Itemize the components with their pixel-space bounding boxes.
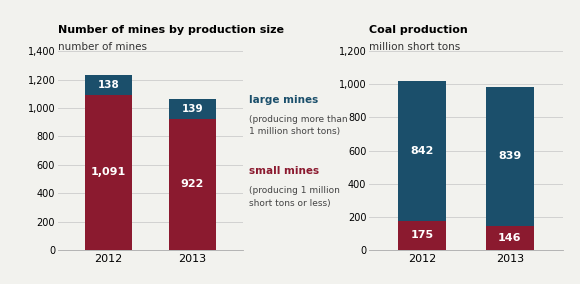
Text: 839: 839 bbox=[498, 151, 521, 161]
Text: 139: 139 bbox=[182, 104, 204, 114]
Bar bbox=[485, 226, 534, 250]
Text: number of mines: number of mines bbox=[58, 42, 147, 52]
Text: Number of mines by production size: Number of mines by production size bbox=[58, 25, 284, 35]
Text: 138: 138 bbox=[97, 80, 119, 90]
Text: (producing 1 million
short tons or less): (producing 1 million short tons or less) bbox=[249, 186, 340, 208]
Text: small mines: small mines bbox=[249, 166, 320, 176]
Text: Coal production: Coal production bbox=[369, 25, 468, 35]
Bar bbox=[85, 95, 132, 250]
Bar bbox=[398, 221, 446, 250]
Bar bbox=[169, 119, 216, 250]
Text: 1,091: 1,091 bbox=[91, 168, 126, 178]
Text: 842: 842 bbox=[410, 146, 434, 156]
Text: 146: 146 bbox=[498, 233, 521, 243]
Bar bbox=[485, 87, 534, 226]
Bar bbox=[85, 75, 132, 95]
Bar bbox=[398, 82, 446, 221]
Text: (producing more than
1 million short tons): (producing more than 1 million short ton… bbox=[249, 115, 348, 136]
Text: 175: 175 bbox=[411, 230, 433, 241]
Text: million short tons: million short tons bbox=[369, 42, 461, 52]
Bar bbox=[169, 99, 216, 119]
Text: 922: 922 bbox=[181, 179, 204, 189]
Text: large mines: large mines bbox=[249, 95, 318, 105]
